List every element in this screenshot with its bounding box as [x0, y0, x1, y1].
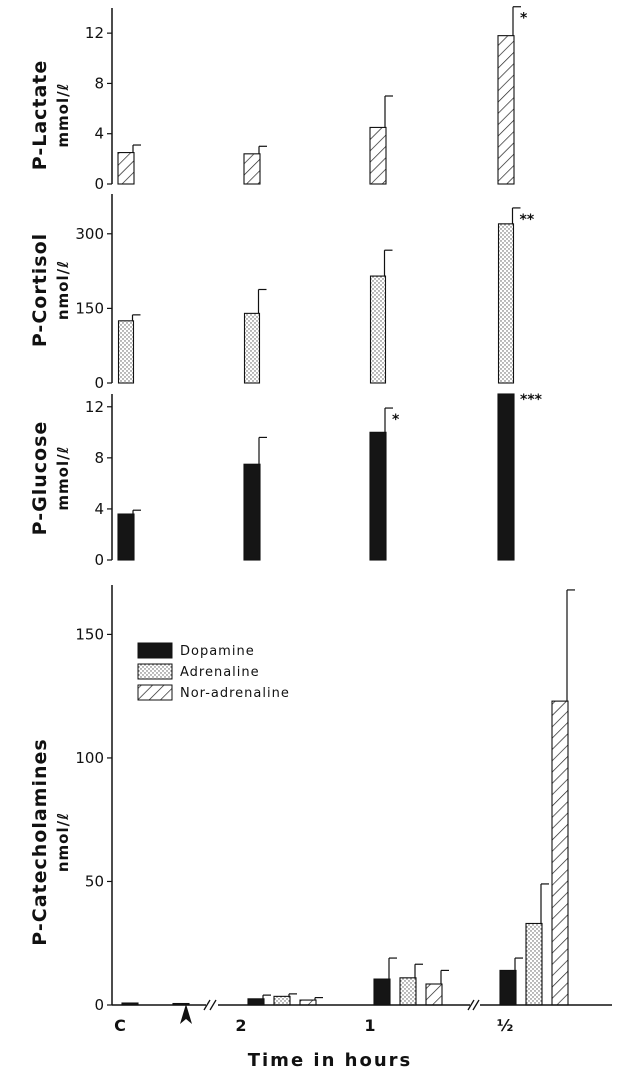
- cortisol-bar: [243, 312, 261, 384]
- glucose-ylabel: P-Glucose: [29, 421, 51, 536]
- lactate-bar: [117, 152, 135, 185]
- catecholamines-bar-dopamine: [247, 998, 265, 1006]
- catecholamines-y-tick-label: 0: [94, 996, 104, 1014]
- axis-break-mark: [472, 999, 480, 1011]
- glucose-y-tick-label: 12: [85, 398, 104, 416]
- axis-break-mark: [467, 999, 475, 1011]
- x-tick-label: C: [114, 1016, 126, 1035]
- catecholamines-ylabel: P-Catecholamines: [29, 738, 51, 945]
- catecholamines-bar-nor-adrenaline: [425, 983, 443, 1006]
- glucose-significance: ***: [520, 392, 543, 408]
- catecholamines-bar-adrenaline: [399, 977, 417, 1006]
- lactate-y-tick-label: 12: [85, 24, 104, 42]
- lactate-y-tick-label: 8: [94, 74, 104, 92]
- lactate-bar: [243, 153, 261, 185]
- lactate-significance: *: [520, 11, 528, 27]
- lactate-yunit: mmol/ℓ: [54, 82, 72, 147]
- axis-break-mark: [203, 999, 211, 1011]
- catecholamines-bar-nor-adrenaline: [551, 700, 569, 1006]
- cortisol-panel: P-Cortisol nmol/ℓ 0 150 300 **: [29, 194, 535, 392]
- legend-label: Nor-adrenaline: [180, 686, 290, 701]
- legend-swatch: [137, 663, 173, 680]
- catecholamines-y-ticks: 0 50 100 150: [75, 585, 113, 1014]
- legend: Dopamine Adrenaline Nor-adrenaline: [137, 642, 290, 701]
- cortisol-bar: [117, 320, 135, 384]
- cortisol-bar: [497, 223, 515, 384]
- catecholamines-bar-adrenaline: [273, 995, 291, 1006]
- glucose-bar: [497, 393, 515, 561]
- cortisol-yunit: nmol/ℓ: [54, 260, 72, 320]
- lactate-bars: *: [117, 6, 528, 185]
- glucose-bar: [243, 463, 261, 561]
- catecholamines-yunit: nmol/ℓ: [54, 812, 72, 872]
- catecholamines-panel: P-Catecholamines nmol/ℓ 0 50 100 150 C 2 1 ½ D…: [29, 585, 612, 1071]
- lactate-bar: [369, 126, 387, 185]
- catecholamines-bar-dopamine: [373, 978, 391, 1006]
- catecholamines-y-tick-label: 50: [85, 872, 104, 890]
- glucose-yunit: mmol/ℓ: [54, 445, 72, 510]
- glucose-y-ticks: 0 4 8 12: [85, 394, 113, 569]
- catecholamines-bars: [121, 589, 575, 1006]
- catecholamines-x-axis: C 2 1 ½: [112, 999, 612, 1035]
- x-tick-label: 2: [235, 1016, 246, 1035]
- glucose-bar: [117, 513, 135, 561]
- glucose-bars: ****: [117, 392, 543, 561]
- lactate-y-ticks: 0 4 8 12: [85, 8, 113, 193]
- glucose-bar: [369, 431, 387, 561]
- infusion-arrow-icon: [180, 1004, 192, 1024]
- cortisol-ylabel: P-Cortisol: [29, 233, 51, 347]
- glucose-significance: *: [392, 412, 400, 428]
- catecholamines-y-tick-label: 100: [75, 749, 104, 767]
- legend-label: Adrenaline: [180, 665, 260, 680]
- catecholamines-bar-adrenaline: [525, 922, 543, 1006]
- legend-swatch: [137, 642, 173, 659]
- cortisol-y-tick-label: 150: [75, 299, 104, 317]
- cortisol-significance: **: [520, 212, 535, 228]
- lactate-y-tick-label: 4: [94, 125, 104, 143]
- catecholamines-bar-dopamine: [499, 969, 517, 1006]
- cortisol-y-tick-label: 300: [75, 225, 104, 243]
- lactate-ylabel: P-Lactate: [29, 60, 51, 171]
- axis-break-mark: [209, 999, 217, 1011]
- cortisol-bars: **: [117, 207, 535, 384]
- lactate-bar: [497, 35, 515, 185]
- cortisol-y-tick-label: 0: [94, 374, 104, 392]
- catecholamines-y-tick-label: 150: [75, 625, 104, 643]
- cortisol-y-ticks: 0 150 300: [75, 194, 113, 392]
- glucose-y-tick-label: 8: [94, 449, 104, 467]
- x-axis-label: Time in hours: [248, 1050, 413, 1071]
- lactate-y-tick-label: 0: [94, 175, 104, 193]
- lactate-panel: P-Lactate mmol/ℓ 0 4 8 12 *: [29, 6, 528, 193]
- glucose-y-tick-label: 4: [94, 500, 104, 518]
- glucose-y-tick-label: 0: [94, 551, 104, 569]
- legend-swatch: [137, 684, 173, 701]
- legend-label: Dopamine: [180, 644, 255, 659]
- cortisol-bar: [369, 275, 387, 384]
- x-tick-label: 1: [364, 1016, 375, 1035]
- x-tick-label: ½: [497, 1016, 514, 1035]
